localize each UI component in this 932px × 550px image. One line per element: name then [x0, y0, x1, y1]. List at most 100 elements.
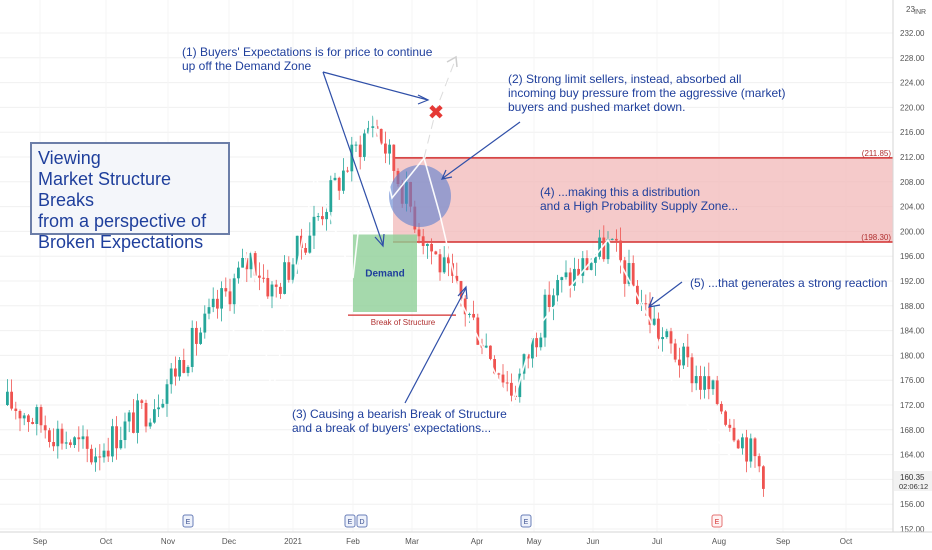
arrow-2-head — [440, 169, 453, 180]
candle-bear — [678, 359, 681, 366]
arrow-1b — [322, 71, 429, 101]
candle-bear — [577, 268, 580, 276]
candle-bull — [148, 422, 152, 427]
candle-bear — [417, 229, 421, 237]
break-of-structure-label: Break of Structure — [371, 318, 436, 327]
candle-bear — [707, 376, 711, 390]
candle-bull — [594, 256, 597, 263]
candle-bear — [673, 343, 677, 360]
candle-bear — [489, 345, 492, 360]
candle-bear — [31, 422, 34, 424]
candle-bear — [724, 411, 727, 425]
candle-bear — [602, 237, 606, 260]
svg-text:D: D — [359, 519, 364, 526]
earnings-marker[interactable]: E — [344, 514, 356, 528]
candle-bull — [552, 295, 555, 307]
candle-bull — [81, 436, 85, 440]
candle-bear — [85, 436, 89, 449]
candle-bull — [426, 243, 429, 246]
price-axis[interactable]: 232.00 228.00 224.00 220.00 216.00 212.00 208.… — [900, 29, 925, 534]
candle-bear — [228, 291, 232, 305]
y-tick-label: 164.00 — [900, 451, 925, 460]
candle-bear — [253, 253, 257, 276]
svg-text:E: E — [348, 519, 353, 526]
candle-bear — [472, 313, 475, 318]
candle-bear — [690, 357, 694, 384]
candle-bull — [73, 437, 76, 446]
supply-top-label: (211.85) — [862, 149, 892, 158]
currency-label: INR — [914, 9, 926, 16]
candle-bear — [77, 437, 81, 440]
arrow-1a — [322, 71, 384, 246]
candle-bear — [174, 368, 177, 377]
candle-bull — [123, 421, 127, 441]
y-tick-label: 152.00 — [900, 525, 925, 534]
price-axis-bg — [893, 0, 932, 550]
arrow-1a-head — [374, 233, 385, 248]
arrow-3-head — [457, 285, 468, 300]
candle-bull — [161, 403, 165, 408]
y-tick-label: 220.00 — [900, 103, 925, 112]
candle-bull — [237, 267, 240, 279]
candle-bear — [60, 428, 64, 444]
earnings-marker[interactable]: E — [182, 514, 194, 528]
candle-bull — [531, 338, 534, 359]
candle-bull — [610, 238, 614, 240]
candle-bear — [476, 317, 480, 345]
annotation-2-line-1: (2) Strong limit sellers, instead, absor… — [508, 72, 742, 86]
candle-bull — [350, 144, 354, 172]
price-axis-top-number: 23 — [906, 5, 915, 14]
candle-bear — [728, 424, 732, 428]
candle-bull — [153, 409, 156, 423]
candle-bull — [102, 450, 106, 458]
candle-bear — [69, 442, 72, 446]
y-tick-label: 172.00 — [900, 401, 925, 410]
x-tick-label: Oct — [100, 537, 113, 546]
earnings-marker[interactable]: E — [711, 514, 723, 528]
annotation-3: (3) Causing a bearish Break of Structure… — [292, 407, 507, 435]
title-line-1: Viewing — [38, 148, 101, 168]
y-tick-label: 224.00 — [900, 79, 925, 88]
dividend-marker[interactable]: D — [356, 514, 368, 528]
y-tick-label: 180.00 — [900, 351, 925, 360]
candle-bear — [501, 374, 505, 383]
candle-bull — [35, 407, 39, 424]
candle-bear — [14, 408, 18, 411]
plot-area[interactable] — [0, 0, 893, 532]
candle-bull — [711, 380, 715, 390]
candle-bear — [106, 450, 110, 457]
annotation-1: (1) Buyers' Expectations is for price to… — [182, 45, 432, 73]
candle-bear — [648, 303, 652, 325]
y-tick-label: 196.00 — [900, 252, 925, 261]
candle-bear — [262, 277, 265, 279]
y-tick-label: 204.00 — [900, 203, 925, 212]
x-tick-label: Sep — [33, 537, 48, 546]
candle-bull — [111, 426, 114, 457]
candle-bear — [379, 128, 383, 144]
candle-bear — [140, 400, 144, 403]
arrow-1b-head — [417, 94, 430, 105]
candle-bull — [329, 180, 333, 212]
candle-bear — [699, 376, 702, 390]
bar-timer: 02:06:12 — [899, 482, 928, 491]
candle-bull — [6, 391, 9, 405]
candle-bull — [119, 440, 123, 449]
candle-bear — [321, 216, 324, 220]
annotation-3-line-1: (3) Causing a bearish Break of Structure — [292, 407, 507, 421]
candle-bear — [669, 331, 673, 344]
arrow-5 — [649, 281, 683, 307]
candle-bear — [182, 359, 186, 373]
candle-bear — [434, 251, 438, 255]
y-tick-label: 156.00 — [900, 500, 925, 509]
candle-bull — [749, 438, 753, 462]
earnings-marker[interactable]: E — [520, 514, 532, 528]
svg-text:E: E — [186, 519, 191, 526]
arrow-2 — [442, 121, 521, 179]
y-tick-label: 208.00 — [900, 178, 925, 187]
time-axis[interactable]: Sep Oct Nov Dec 2021 Feb Mar Apr May Jun Jul Aug Sep… — [33, 537, 853, 546]
candle-bull — [564, 272, 568, 278]
candle-bull — [367, 127, 370, 134]
candle-bull — [661, 337, 664, 340]
